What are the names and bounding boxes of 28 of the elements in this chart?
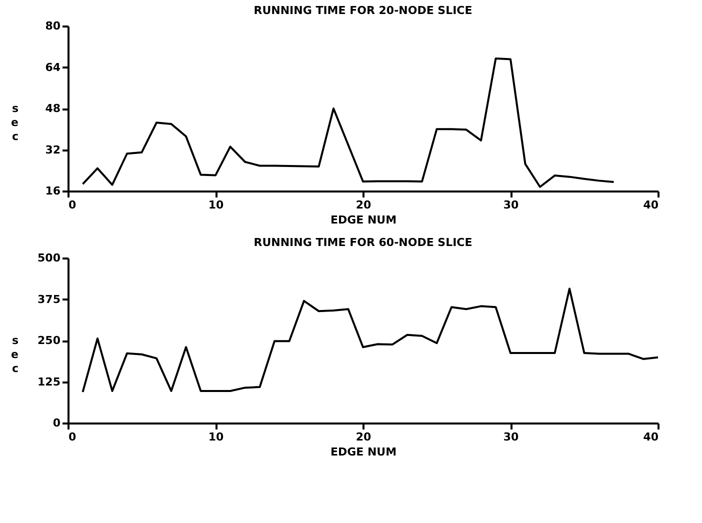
chart-title: RUNNING TIME FOR 20-NODE SLICE <box>254 4 472 17</box>
x-tick-label: 10 <box>208 198 224 212</box>
y-axis-title: sec <box>11 102 19 143</box>
y-tick-label: 500 <box>38 252 61 264</box>
x-tick-label: 0 <box>68 198 76 212</box>
x-axis-title: EDGE NUM <box>330 446 397 458</box>
y-tick-label: 32 <box>45 143 60 156</box>
chart-title: RUNNING TIME FOR 60-NODE SLICE <box>254 236 472 249</box>
line-series <box>82 288 659 393</box>
x-tick-label: 0 <box>68 430 76 444</box>
x-tick-label: 30 <box>503 430 519 444</box>
x-tick-label: 10 <box>208 430 224 444</box>
y-tick-label: 16 <box>45 184 61 198</box>
x-tick-label: 30 <box>503 198 519 212</box>
x-tick-label: 40 <box>643 198 659 212</box>
y-tick-label: 80 <box>45 20 61 32</box>
x-tick-label: 20 <box>356 198 372 212</box>
y-tick-label: 64 <box>45 60 61 74</box>
line-series <box>82 57 615 188</box>
x-tick-label: 20 <box>356 430 372 444</box>
y-tick-label: 0 <box>52 416 61 430</box>
y-axis-title: sec <box>11 334 19 375</box>
y-tick-label: 125 <box>38 375 60 388</box>
y-tick-label: 375 <box>38 292 60 306</box>
x-tick-label: 40 <box>643 430 659 444</box>
y-tick-label: 48 <box>45 102 60 115</box>
x-axis-title: EDGE NUM <box>330 214 397 226</box>
y-tick-label: 250 <box>38 334 61 347</box>
